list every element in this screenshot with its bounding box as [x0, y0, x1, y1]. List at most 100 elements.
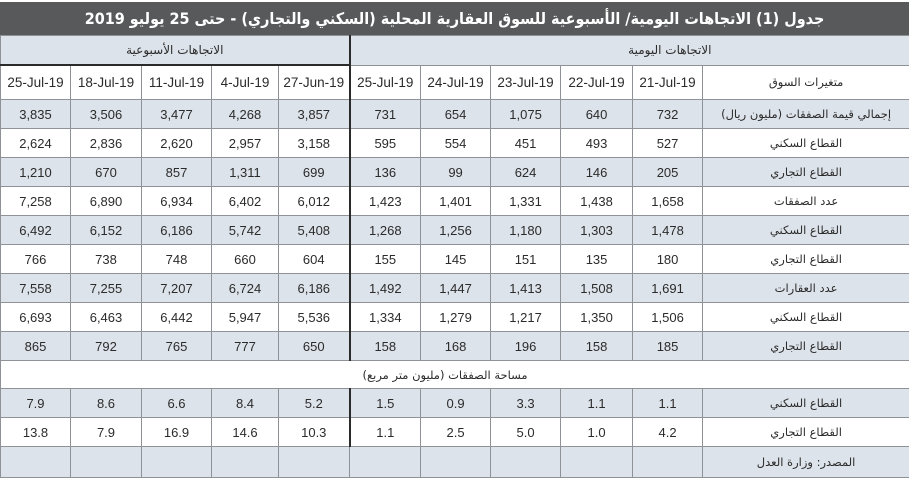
weekly-date-header: 11-Jul-19 — [141, 64, 212, 100]
weekly-value-cell: 6,463 — [70, 302, 142, 332]
daily-value-cell: 1,478 — [632, 215, 704, 245]
daily-value-cell: 136 — [349, 157, 422, 187]
daily-date-header: 24-Jul-19 — [420, 64, 492, 100]
daily-value-cell: 1.1 — [349, 417, 422, 447]
daily-value-cell: 205 — [632, 157, 704, 187]
weekly-date-header: 4-Jul-19 — [211, 64, 279, 100]
weekly-value-cell: 6,492 — [0, 215, 71, 245]
source-row: المصدر: وزارة العدل — [0, 446, 909, 478]
weekly-value-cell: 6,186 — [141, 215, 212, 245]
daily-value-cell: 451 — [490, 128, 562, 158]
daily-value-cell: 640 — [560, 99, 634, 129]
weekly-value-cell: 5,947 — [211, 302, 279, 332]
daily-value-cell: 1,447 — [420, 273, 492, 303]
daily-trends-header: الاتجاهات اليومية — [349, 35, 909, 66]
weekly-value-cell: 5.2 — [277, 388, 351, 418]
weekly-value-cell: 7,255 — [70, 273, 142, 303]
daily-value-cell: 1,217 — [490, 302, 562, 332]
weekly-value-cell: 8.6 — [70, 388, 142, 418]
table-title: جدول (1) الاتجاهات اليومية/ الأسبوعية لل… — [0, 2, 909, 36]
daily-value-cell: 1,438 — [560, 186, 634, 216]
table-row: 2,624 2,836 2,620 2,957 3,158 595 554 451 493 527… — [0, 128, 909, 158]
daily-value-cell: 1,279 — [420, 302, 492, 332]
weekly-value-cell: 6,186 — [277, 273, 351, 303]
daily-value-cell: 1,506 — [632, 302, 704, 332]
daily-value-cell: 155 — [349, 244, 422, 274]
weekly-value-cell: 3,857 — [277, 99, 351, 129]
empty-cell — [349, 446, 422, 478]
daily-value-cell: 1,268 — [349, 215, 422, 245]
weekly-value-cell: 5,742 — [211, 215, 279, 245]
row-label: القطاع التجاري — [702, 331, 909, 361]
weekly-value-cell: 3,158 — [277, 128, 351, 158]
market-variables-header: متغيرات السوق — [702, 64, 909, 100]
daily-value-cell: 731 — [349, 99, 422, 129]
weekly-value-cell: 6,890 — [70, 186, 142, 216]
daily-value-cell: 151 — [490, 244, 562, 274]
daily-value-cell: 1,303 — [560, 215, 634, 245]
row-label: عدد الصفقات — [702, 186, 909, 216]
area-rows: 7.9 8.6 6.6 8.4 5.2 1.5 0.9 3.3 1.1 1.1 القطاع الس… — [0, 388, 909, 447]
area-section-title: مساحة الصفقات (مليون متر مربع) — [362, 368, 528, 382]
daily-value-cell: 1,658 — [632, 186, 704, 216]
weekly-value-cell: 6.6 — [141, 388, 212, 418]
table-row: 865 792 765 777 650 158 168 196 158 185 القطاع الت… — [0, 331, 909, 361]
daily-date-header: 22-Jul-19 — [560, 64, 634, 100]
daily-value-cell: 527 — [632, 128, 704, 158]
weekly-value-cell: 5,408 — [277, 215, 351, 245]
weekly-value-cell: 660 — [211, 244, 279, 274]
weekly-value-cell: 748 — [141, 244, 212, 274]
daily-trends-label: الاتجاهات اليومية — [628, 43, 712, 58]
row-label: القطاع السكني — [702, 128, 909, 158]
row-label: القطاع السكني — [702, 302, 909, 332]
daily-value-cell: 1.5 — [349, 388, 422, 418]
weekly-value-cell: 7,258 — [0, 186, 71, 216]
daily-value-cell: 1,350 — [560, 302, 634, 332]
weekly-value-cell: 2,957 — [211, 128, 279, 158]
table-row: 1,210 670 857 1,311 699 136 99 624 146 205 القطاع … — [0, 157, 909, 187]
daily-value-cell: 5.0 — [490, 417, 562, 447]
daily-value-cell: 135 — [560, 244, 634, 274]
row-label: إجمالي قيمة الصفقات (مليون ريال) — [702, 99, 909, 129]
weekly-date-header: 25-Jul-19 — [0, 64, 71, 100]
daily-value-cell: 180 — [632, 244, 704, 274]
row-label: القطاع السكني — [702, 215, 909, 245]
empty-cell — [141, 446, 212, 478]
daily-value-cell: 554 — [420, 128, 492, 158]
daily-value-cell: 595 — [349, 128, 422, 158]
weekly-value-cell: 5,536 — [277, 302, 351, 332]
table-row: 13.8 7.9 16.9 14.6 10.3 1.1 2.5 5.0 1.0 4.2 القطاع… — [0, 417, 909, 447]
weekly-value-cell: 16.9 — [141, 417, 212, 447]
weekly-value-cell: 792 — [70, 331, 142, 361]
daily-value-cell: 654 — [420, 99, 492, 129]
area-section-title-cell: مساحة الصفقات (مليون متر مربع) — [0, 360, 909, 389]
daily-value-cell: 1,331 — [490, 186, 562, 216]
weekly-value-cell: 7.9 — [0, 388, 71, 418]
daily-value-cell: 1,401 — [420, 186, 492, 216]
daily-value-cell: 168 — [420, 331, 492, 361]
empty-cell — [70, 446, 142, 478]
weekly-value-cell: 765 — [141, 331, 212, 361]
daily-value-cell: 1,492 — [349, 273, 422, 303]
daily-value-cell: 196 — [490, 331, 562, 361]
weekly-value-cell: 7,207 — [141, 273, 212, 303]
weekly-value-cell: 3,506 — [70, 99, 142, 129]
weekly-value-cell: 6,152 — [70, 215, 142, 245]
weekly-date-header: 18-Jul-19 — [70, 64, 142, 100]
weekly-value-cell: 699 — [277, 157, 351, 187]
weekly-value-cell: 857 — [141, 157, 212, 187]
empty-cell — [277, 446, 351, 478]
weekly-value-cell: 2,620 — [141, 128, 212, 158]
row-label: القطاع التجاري — [702, 157, 909, 187]
source-note: المصدر: وزارة العدل — [702, 446, 909, 478]
date-header-row: 25-Jul-19 18-Jul-19 11-Jul-19 4-Jul-19 2… — [0, 64, 909, 100]
weekly-date-header: 27-Jun-19 — [277, 64, 351, 100]
weekly-value-cell: 1,311 — [211, 157, 279, 187]
weekly-value-cell: 738 — [70, 244, 142, 274]
daily-value-cell: 158 — [560, 331, 634, 361]
daily-date-header: 25-Jul-19 — [349, 64, 422, 100]
weekly-value-cell: 670 — [70, 157, 142, 187]
row-label: القطاع التجاري — [702, 417, 909, 447]
weekly-value-cell: 1,210 — [0, 157, 71, 187]
